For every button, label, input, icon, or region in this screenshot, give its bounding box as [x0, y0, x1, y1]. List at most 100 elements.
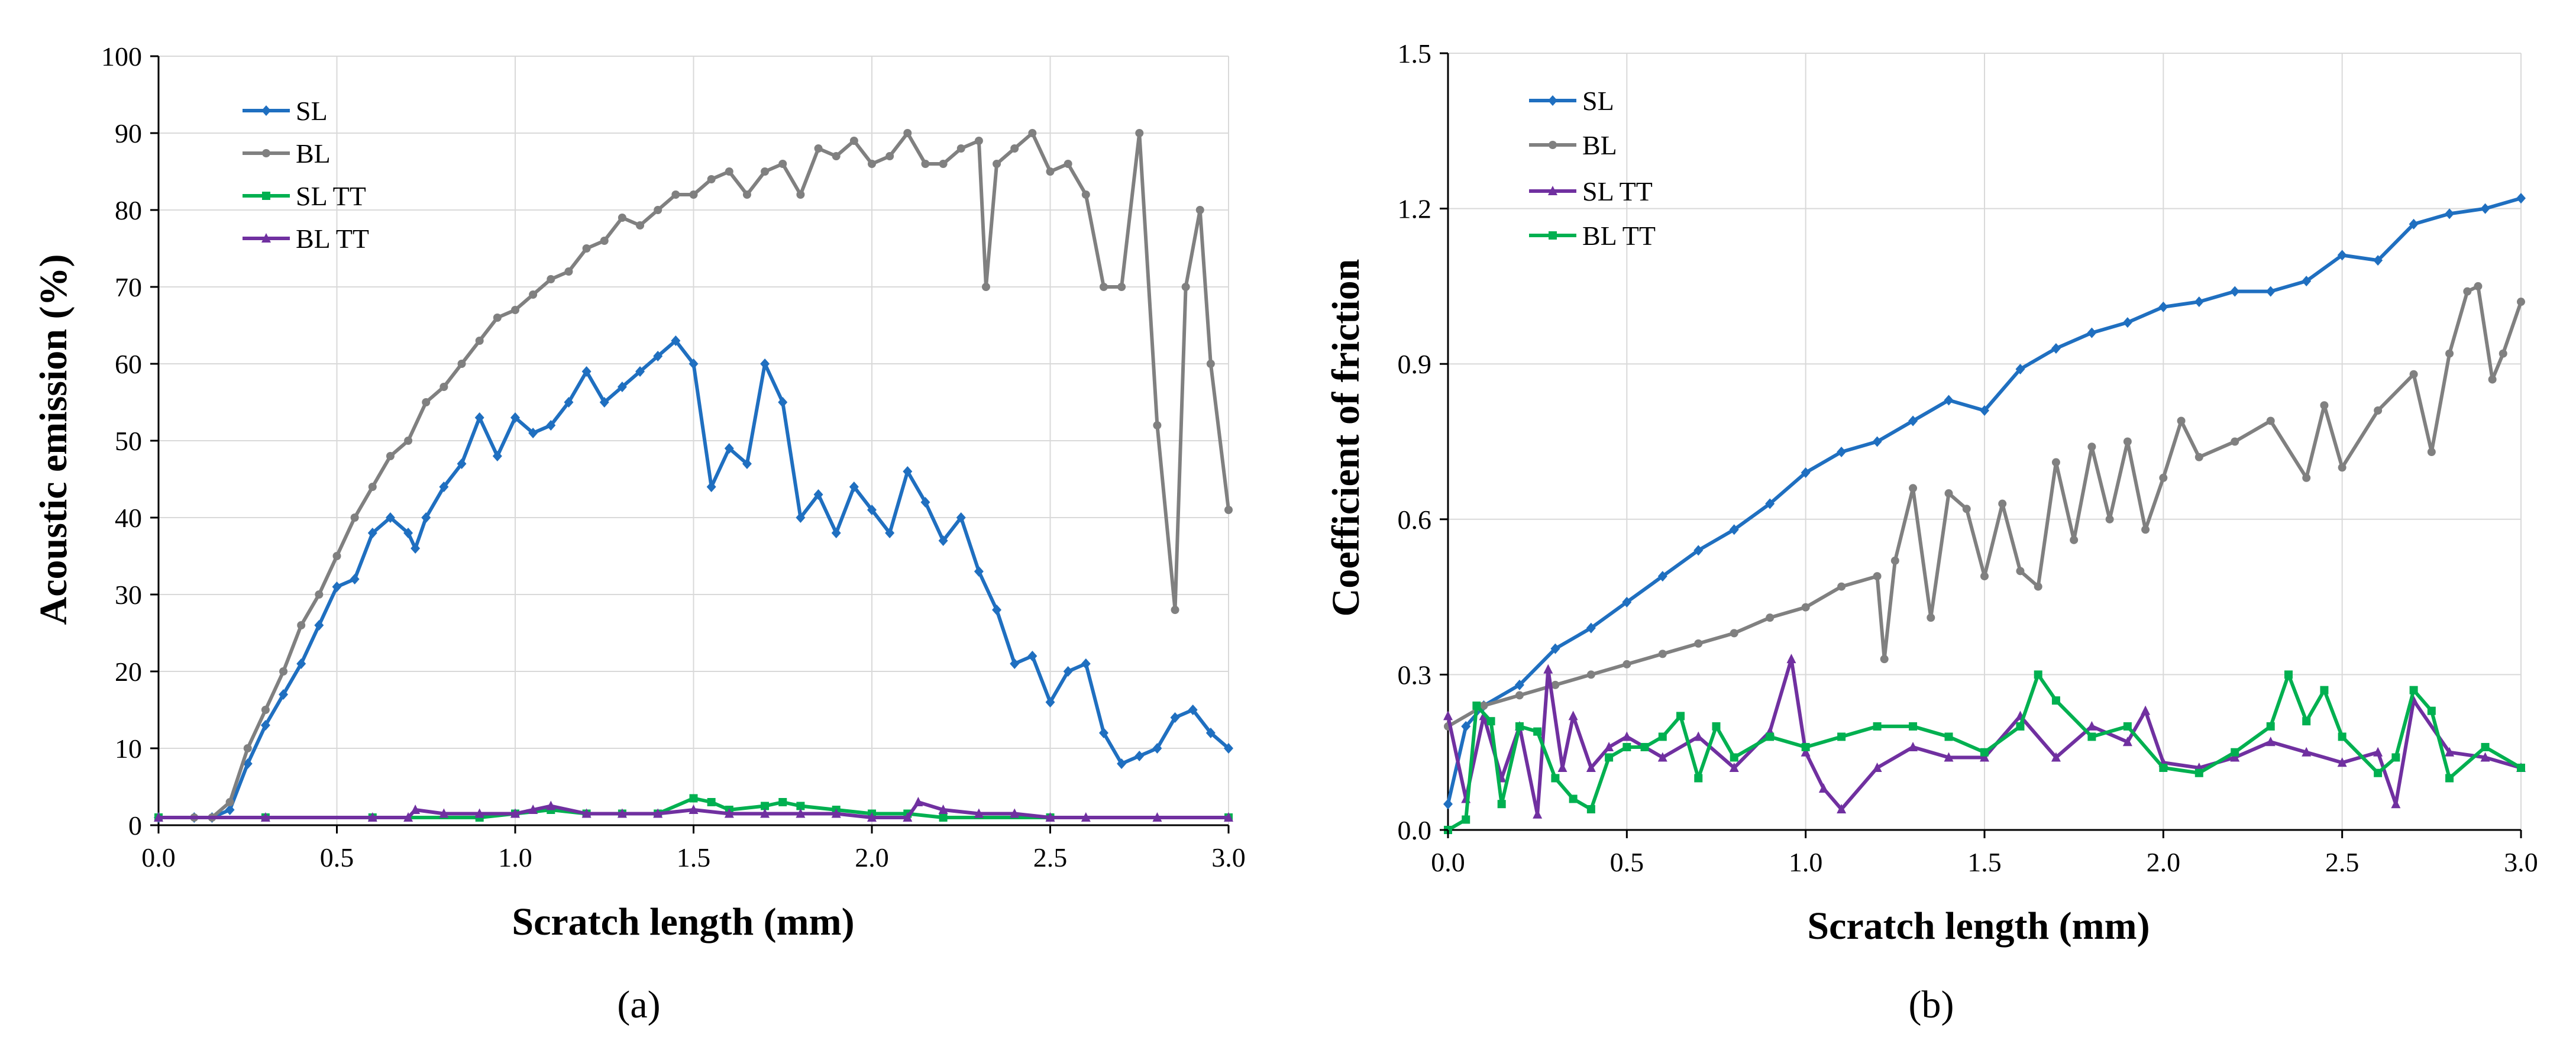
chart-b-series-1-point-41	[2463, 287, 2472, 296]
chart-a-series-0-point-41	[885, 528, 895, 538]
chart-b-series-3-point-29	[2123, 722, 2132, 731]
chart-b-panel-label: (b)	[1909, 983, 1954, 1026]
chart-b-series-2-point-23	[1980, 752, 1989, 762]
legend-b-label-1: BL	[1582, 130, 1617, 160]
chart-b-series-3-point-6	[1533, 727, 1542, 736]
chart-a-series-1-point-14	[422, 398, 431, 406]
chart-b-series-2-point-8	[1568, 710, 1578, 721]
chart-b-series-2-point-16	[1786, 654, 1796, 664]
chart-b-legend: SL BL SL TT BL TT	[1529, 86, 1656, 251]
chart-a-series-0-point-14	[411, 543, 421, 554]
chart-a-xtick-label-3: 1.5	[677, 842, 711, 873]
chart-b-series-0-point-24	[2265, 286, 2276, 297]
chart-b-series-0-point-8	[1693, 545, 1704, 556]
chart-a-series-0-point-31	[706, 482, 716, 492]
chart-b-series-3-point-17	[1730, 753, 1738, 762]
chart-b-series-0-point-23	[2230, 286, 2240, 297]
chart-b-series-1-point-20	[1998, 499, 2007, 508]
chart-b-series-3-point-2	[1472, 701, 1481, 710]
chart-b-series-2-point-12	[1657, 752, 1667, 762]
chart-a-series-1-point-19	[511, 306, 519, 314]
chart-b-series-0-point-27	[2373, 255, 2383, 266]
chart-b-series-2-point-33	[2302, 747, 2312, 757]
chart-a-series-0-point-40	[867, 505, 877, 515]
chart-b-ytick-label-1: 0.3	[1398, 660, 1432, 690]
chart-a-series-0-point-39	[849, 482, 859, 492]
chart-b-series-3-point-3	[1486, 717, 1495, 726]
chart-b-series-3-point-37	[2338, 732, 2346, 741]
chart-b-grid	[1448, 53, 2522, 830]
chart-b-series-3-point-44	[2517, 763, 2525, 772]
chart-b-series-0-point-15	[1944, 395, 1954, 406]
chart-b-series-3-point-11	[1622, 742, 1631, 751]
chart-b-series-1-point-11	[1837, 582, 1846, 591]
chart-b-series-3-point-43	[2481, 742, 2490, 751]
chart-b-series-1-point-15	[1909, 484, 1918, 493]
chart-b-ytick-label-2: 0.6	[1398, 505, 1432, 535]
chart-b-series-2-point-20	[1872, 762, 1882, 772]
chart-a-series-1-point-9	[332, 552, 341, 560]
chart-a-series-1-point-45	[974, 137, 983, 145]
chart-b-series-3-point-12	[1640, 742, 1649, 751]
chart-b-series-3-point-24	[1980, 748, 1989, 757]
chart-b-series-0-point-25	[2302, 276, 2312, 287]
chart-a-series-1-point-3	[225, 798, 234, 806]
chart-b-series-1-point-33	[2266, 416, 2275, 425]
chart-a-series-3-point-18	[867, 812, 877, 822]
chart-a-ytick-label-9: 90	[115, 118, 142, 148]
chart-a-series-2-point-14	[796, 802, 805, 810]
chart-b-series-2-point-19	[1837, 803, 1847, 813]
chart-a-series-0-point-49	[1027, 651, 1037, 661]
chart-a-series-0-point-58	[1188, 705, 1198, 715]
chart-b-series-2-point-18	[1818, 783, 1828, 793]
chart-a-ytick-label-8: 80	[115, 195, 142, 225]
chart-a-ytick-label-1: 10	[115, 734, 142, 764]
legend-a-marker-2	[262, 192, 270, 200]
chart-b-series-3-point-32	[2231, 748, 2239, 757]
chart-a-series-0-point-7	[296, 658, 306, 669]
chart-a-series-1-point-44	[956, 144, 965, 153]
chart-b-series-3-point-23	[1944, 732, 1953, 741]
chart-b-series-0-point-29	[2445, 208, 2455, 219]
chart-b-series-2-point-13	[1693, 731, 1704, 741]
chart-a-series-1-point-48	[1010, 144, 1019, 153]
chart-a-series-0-point-44	[938, 535, 948, 546]
chart-a-series-1-point-11	[368, 483, 377, 491]
chart-a-series-0-point-37	[813, 489, 823, 500]
chart-a-series-1-point-57	[1171, 606, 1179, 614]
chart-a-series-2-point-13	[778, 798, 787, 806]
chart-b-xlabel: Scratch length (mm)	[1807, 904, 2150, 948]
chart-b-series-3-point-7	[1551, 774, 1560, 783]
chart-b-series-3-point-31	[2194, 768, 2203, 777]
chart-a-series-3-point-6	[474, 808, 484, 818]
chart-b-series-3-point-22	[1909, 722, 1918, 731]
chart-a-series-0-point-25	[599, 397, 609, 408]
chart-a-series-2-point-18	[939, 813, 948, 822]
chart-b-xtick-label-5: 2.5	[2325, 847, 2360, 877]
chart-b-series-2-point-14	[1729, 762, 1739, 772]
chart-a-legend: SL BL SL TT BL TT	[243, 96, 369, 254]
chart-a-series-1-point-15	[439, 383, 448, 391]
chart-b-series-3-point-10	[1605, 753, 1614, 762]
chart-a-series-3-point-21	[938, 805, 948, 814]
chart-a-series-0-point-5	[260, 720, 270, 731]
chart-a-series-3-point-17	[831, 808, 841, 818]
legend-a-label-2: SL TT	[296, 181, 366, 211]
chart-a-series-3-point-22	[974, 808, 984, 818]
chart-a-series-0-point-24	[581, 366, 592, 377]
chart-a-series-0-point-20	[510, 412, 520, 423]
chart-b-series-3-point-8	[1569, 794, 1578, 803]
chart-a-series-1-point-56	[1153, 421, 1162, 429]
chart-b-series-0-point-1	[1461, 721, 1471, 732]
chart-b-series-1	[1444, 282, 2525, 731]
chart-a-series-0-point-50	[1045, 697, 1055, 707]
chart-a-series-0-point-15	[421, 512, 431, 523]
chart-a-series-1-point-33	[761, 167, 770, 176]
chart-a-series-0-point-17	[457, 458, 467, 469]
chart-b-series-1-line	[1447, 284, 2523, 728]
chart-a-series-0-point-19	[492, 451, 502, 461]
chart-a-series-0-point-46	[974, 566, 984, 577]
chart-a-series-0-point-57	[1170, 712, 1180, 723]
chart-b-series-1-point-34	[2302, 473, 2311, 482]
chart-a-series-0-point-23	[564, 397, 574, 408]
